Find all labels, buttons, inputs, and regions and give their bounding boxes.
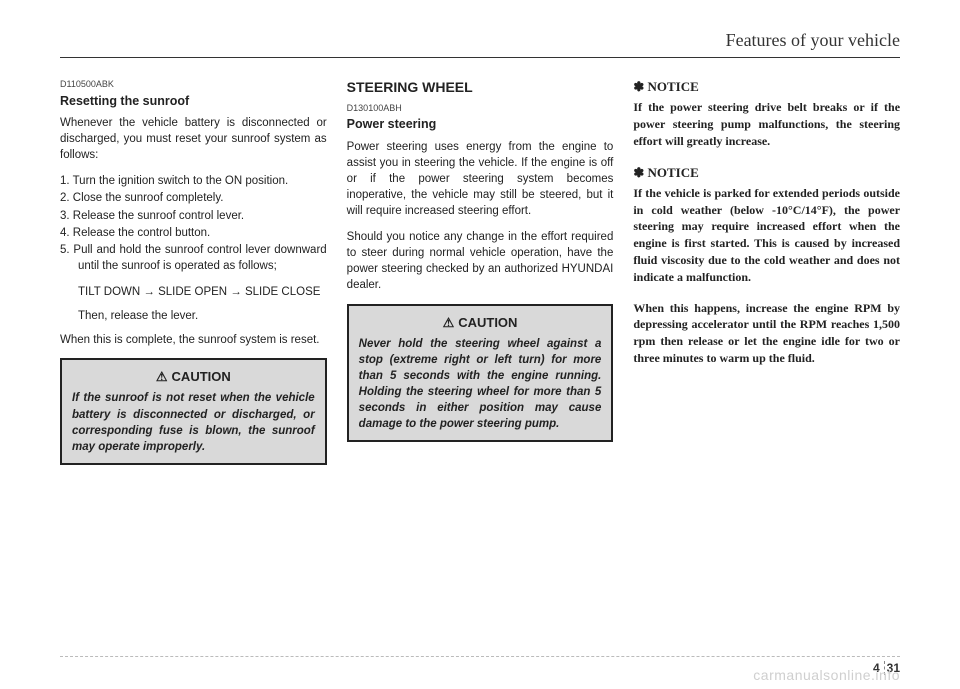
power-steering-para1: Power steering uses energy from the engi… <box>347 139 614 219</box>
list-item: 4. Release the control button. <box>60 225 327 241</box>
then-release: Then, release the lever. <box>60 308 327 324</box>
notice-body: If the vehicle is parked for extended pe… <box>633 185 900 286</box>
caution-label: CAUTION <box>458 315 517 330</box>
notice-title: ✽ NOTICE <box>633 78 900 96</box>
notice-title: ✽ NOTICE <box>633 164 900 182</box>
power-steering-para2: Should you notice any change in the effo… <box>347 229 614 293</box>
column-1: D110500ABK Resetting the sunroof Wheneve… <box>60 78 327 465</box>
caution-box-steering: ⚠CAUTION Never hold the steering wheel a… <box>347 304 614 443</box>
subheading-resetting-sunroof: Resetting the sunroof <box>60 93 327 111</box>
list-item: 3. Release the sunroof control lever. <box>60 208 327 224</box>
main-heading-steering: STEERING WHEEL <box>347 78 614 98</box>
caution-body: Never hold the steering wheel against a … <box>359 336 602 433</box>
conclusion-para: When this is complete, the sunroof syste… <box>60 332 327 348</box>
notice-body: When this happens, increase the engine R… <box>633 300 900 367</box>
list-item: 1. Turn the ignition switch to the ON po… <box>60 173 327 189</box>
column-2: STEERING WHEEL D130100ABH Power steering… <box>347 78 614 465</box>
column-3: ✽ NOTICE If the power steering drive bel… <box>633 78 900 465</box>
caution-title: ⚠ CAUTION <box>72 368 315 386</box>
list-item: 2. Close the sunroof completely. <box>60 190 327 206</box>
subheading-power-steering: Power steering <box>347 116 614 134</box>
list-item: 5. Pull and hold the sunroof control lev… <box>60 242 327 274</box>
warning-icon: ⚠ <box>443 315 455 330</box>
page-header: Features of your vehicle <box>60 30 900 58</box>
content-columns: D110500ABK Resetting the sunroof Wheneve… <box>60 78 900 465</box>
caution-body: If the sunroof is not reset when the veh… <box>72 390 315 454</box>
intro-para: Whenever the vehicle battery is disconne… <box>60 115 327 163</box>
warning-icon: ⚠ <box>156 369 168 384</box>
caution-box-sunroof: ⚠ CAUTION If the sunroof is not reset whe… <box>60 358 327 465</box>
notice-body: If the power steering drive belt breaks … <box>633 99 900 149</box>
section-code: D130100ABH <box>347 102 614 115</box>
section-code: D110500ABK <box>60 78 327 91</box>
caution-title: ⚠CAUTION <box>359 314 602 332</box>
watermark: carmanualsonline.info <box>60 656 900 683</box>
operation-sequence: TILT DOWN → SLIDE OPEN → SLIDE CLOSE <box>60 284 327 300</box>
reset-steps-list: 1. Turn the ignition switch to the ON po… <box>60 173 327 274</box>
manual-page: Features of your vehicle D110500ABK Rese… <box>0 0 960 689</box>
caution-label: CAUTION <box>172 369 231 384</box>
